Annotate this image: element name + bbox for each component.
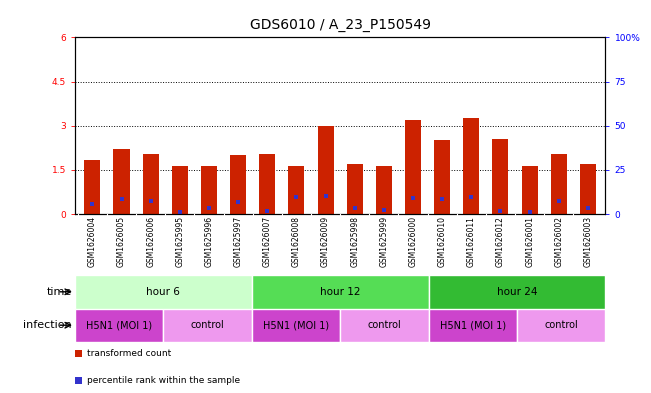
Bar: [551, 154, 567, 214]
Point: [379, 207, 389, 213]
Text: hour 6: hour 6: [146, 287, 180, 297]
Bar: [492, 139, 508, 214]
Text: H5N1 (MOI 1): H5N1 (MOI 1): [86, 320, 152, 330]
Point: [350, 204, 360, 211]
Text: control: control: [544, 320, 578, 330]
Point: [320, 193, 331, 199]
Bar: [580, 164, 596, 214]
Bar: [464, 118, 479, 214]
Bar: [340, 309, 428, 342]
Bar: [230, 155, 246, 214]
Text: GSM1625998: GSM1625998: [350, 216, 359, 267]
Bar: [143, 154, 159, 214]
Point: [262, 208, 273, 214]
Bar: [172, 165, 188, 214]
Point: [466, 194, 477, 200]
Text: GSM1626012: GSM1626012: [496, 216, 505, 267]
Bar: [318, 126, 333, 214]
Text: time: time: [46, 287, 72, 297]
Text: GSM1626005: GSM1626005: [117, 216, 126, 267]
Text: GSM1626006: GSM1626006: [146, 216, 155, 267]
Text: GDS6010 / A_23_P150549: GDS6010 / A_23_P150549: [249, 18, 431, 32]
Text: percentile rank within the sample: percentile rank within the sample: [87, 376, 240, 385]
Point: [495, 208, 506, 215]
Text: control: control: [191, 320, 225, 330]
Point: [87, 201, 98, 207]
Text: GSM1626001: GSM1626001: [525, 216, 534, 267]
Bar: [428, 275, 605, 309]
Text: GSM1626011: GSM1626011: [467, 216, 476, 267]
Point: [553, 198, 564, 204]
Bar: [517, 309, 605, 342]
Bar: [75, 275, 252, 309]
Point: [408, 195, 418, 201]
Bar: [521, 165, 538, 214]
Bar: [434, 140, 450, 214]
Bar: [163, 309, 252, 342]
Text: GSM1626008: GSM1626008: [292, 216, 301, 267]
Bar: [113, 149, 130, 214]
Point: [525, 209, 535, 215]
Text: GSM1626004: GSM1626004: [88, 216, 97, 267]
Bar: [259, 154, 275, 214]
Bar: [288, 165, 305, 214]
Text: GSM1625999: GSM1625999: [380, 216, 389, 267]
Point: [117, 196, 127, 202]
Point: [437, 196, 447, 203]
Text: transformed count: transformed count: [87, 349, 171, 358]
Text: GSM1626000: GSM1626000: [409, 216, 417, 267]
Text: control: control: [367, 320, 401, 330]
Text: GSM1626010: GSM1626010: [437, 216, 447, 267]
Text: hour 24: hour 24: [497, 287, 537, 297]
Bar: [252, 275, 428, 309]
Text: hour 12: hour 12: [320, 287, 361, 297]
Bar: [201, 165, 217, 214]
Point: [291, 194, 301, 200]
Bar: [428, 309, 517, 342]
Point: [583, 204, 593, 211]
Bar: [75, 309, 163, 342]
Bar: [376, 165, 392, 214]
Text: GSM1626003: GSM1626003: [583, 216, 592, 267]
Text: GSM1625995: GSM1625995: [175, 216, 184, 267]
Text: infection: infection: [23, 320, 72, 330]
Text: GSM1626002: GSM1626002: [554, 216, 563, 267]
Text: GSM1626007: GSM1626007: [263, 216, 271, 267]
Bar: [252, 309, 340, 342]
Point: [204, 205, 214, 211]
Point: [145, 198, 156, 204]
Point: [233, 198, 243, 205]
Bar: [85, 160, 100, 214]
Bar: [405, 120, 421, 214]
Text: H5N1 (MOI 1): H5N1 (MOI 1): [263, 320, 329, 330]
Text: GSM1626009: GSM1626009: [321, 216, 330, 267]
Text: GSM1625997: GSM1625997: [234, 216, 243, 267]
Bar: [347, 164, 363, 214]
Text: H5N1 (MOI 1): H5N1 (MOI 1): [439, 320, 506, 330]
Text: GSM1625996: GSM1625996: [204, 216, 214, 267]
Point: [174, 209, 185, 215]
